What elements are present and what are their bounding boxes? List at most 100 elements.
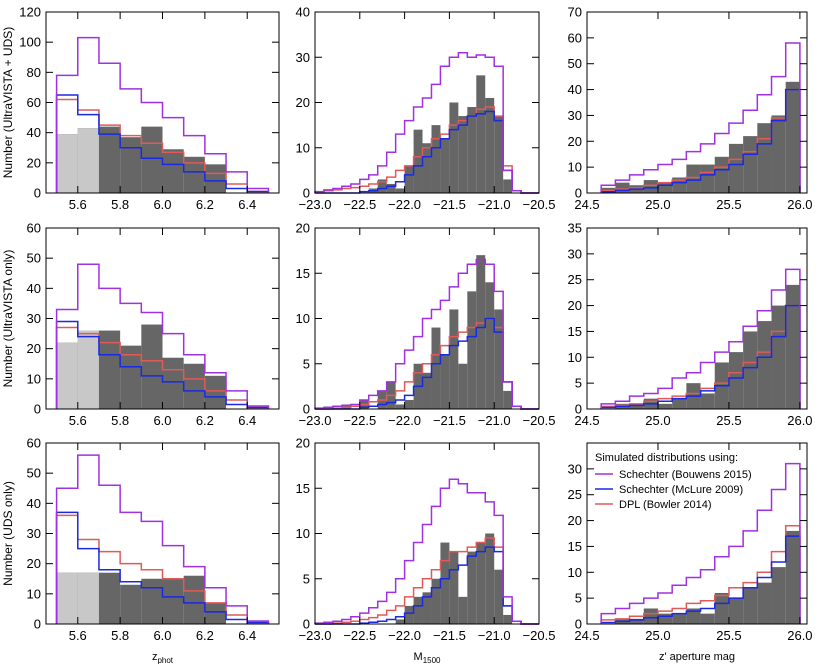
- observed-bar: [120, 584, 142, 624]
- observed-bar: [714, 592, 729, 624]
- light-bar: [56, 342, 78, 409]
- observed-bar: [771, 115, 786, 193]
- observed-bar: [494, 569, 504, 624]
- x-tick-label: −23.0: [299, 628, 332, 643]
- y-tick-label: 15: [568, 324, 582, 339]
- y-tick-label: 20: [27, 155, 41, 170]
- x-axis-label: z' aperture mag: [659, 651, 735, 663]
- x-tick-label: 25.0: [645, 628, 670, 643]
- panel-r3-c2: 0 5 10 15 20 −23.0 −22.5 −22.0 −21.5 −21.0 −20.5 M1…: [296, 436, 556, 664]
- observed-bar: [404, 605, 414, 624]
- observed-bar: [485, 282, 495, 409]
- y-tick-label: 10: [296, 526, 310, 541]
- observed-bar: [395, 619, 405, 624]
- panel-r2-c3: 0 5 10 15 20 25 30 35 24.5 25.0 25.5 26.0: [568, 221, 813, 429]
- observed-bar: [728, 598, 744, 624]
- x-axis-label: zphot: [152, 651, 174, 664]
- series-line-mclure: [55, 320, 270, 409]
- light-bar: [56, 134, 78, 193]
- y-tick-label: 0: [303, 186, 310, 201]
- y-tick-label: 50: [568, 56, 582, 71]
- y-tick-label: 70: [568, 5, 582, 20]
- observed-bar: [449, 551, 459, 624]
- observed-bar: [440, 542, 450, 624]
- series-line-bouwens: [314, 478, 539, 625]
- y-tick-label: 5: [575, 376, 582, 391]
- y-tick-label: 20: [296, 436, 310, 451]
- x-tick-label: 5.6: [69, 197, 87, 212]
- observed-bar: [440, 138, 450, 193]
- observed-bar: [458, 596, 468, 624]
- series-line-mclure: [55, 511, 270, 624]
- series-line-mclure: [600, 88, 801, 193]
- observed-bar: [643, 180, 658, 193]
- x-tick-label: 25.5: [716, 197, 741, 212]
- y-tick-label: 40: [296, 5, 310, 20]
- observed-bar: [162, 149, 184, 193]
- observed-bar: [183, 363, 205, 409]
- y-tick-label: 35: [568, 221, 582, 236]
- observed-bar: [141, 126, 163, 193]
- series-line-bouwens: [55, 36, 270, 193]
- y-tick-label: 40: [27, 281, 41, 296]
- y-tick-label: 0: [34, 186, 41, 201]
- observed-bar: [413, 596, 423, 624]
- observed-bar: [714, 156, 729, 193]
- y-tick-label: 20: [568, 134, 582, 149]
- x-tick-label: 24.5: [574, 197, 599, 212]
- panel-r3-c1: 0 10 20 30 40 50 60 5.6 5.8 6.0 6.2 6.4 zphot: [27, 436, 280, 664]
- observed-bar: [422, 372, 432, 409]
- observed-bar: [476, 542, 486, 624]
- observed-bar: [458, 116, 468, 193]
- series-line-bowler: [55, 326, 270, 409]
- observed-bar: [657, 403, 673, 409]
- x-tick-label: 26.0: [787, 413, 812, 428]
- observed-bar: [395, 404, 405, 409]
- y-tick-label: 30: [568, 246, 582, 261]
- y-tick-label: 80: [27, 65, 41, 80]
- series-line-bouwens: [600, 42, 801, 193]
- observed-bar: [728, 143, 744, 193]
- y-tick-label: 0: [575, 402, 582, 417]
- observed-bar: [413, 129, 423, 193]
- y-tick-label: 100: [19, 35, 41, 50]
- y-tick-label: 5: [303, 571, 310, 586]
- x-tick-label: 6.0: [153, 628, 171, 643]
- series-line-bowler: [55, 514, 270, 624]
- observed-bar: [629, 618, 644, 624]
- y-tick-label: 20: [27, 556, 41, 571]
- series-line-mclure: [315, 110, 539, 194]
- observed-bar: [743, 587, 758, 624]
- series-line-bouwens: [55, 263, 270, 409]
- observed-bar: [743, 331, 758, 409]
- y-tick-label: 0: [303, 402, 310, 417]
- x-tick-label: 26.0: [787, 197, 812, 212]
- series-line-bouwens: [55, 454, 270, 624]
- series-line-bowler: [55, 98, 270, 193]
- observed-bar: [98, 572, 121, 624]
- y-tick-label: 0: [34, 402, 41, 417]
- x-tick-label: 5.6: [69, 413, 87, 428]
- panel-r3-c3: 0 5 10 15 20 25 30 24.5 25.0 25.5 26.0 z' aperture …: [568, 442, 813, 663]
- x-tick-label: −22.5: [343, 413, 376, 428]
- x-tick-label: 25.5: [716, 413, 741, 428]
- x-tick-label: 5.8: [111, 628, 129, 643]
- y-tick-label: 20: [568, 513, 582, 528]
- x-tick-label: 25.0: [645, 413, 670, 428]
- observed-bar: [422, 143, 432, 193]
- observed-bar: [485, 533, 495, 624]
- observed-bar: [476, 255, 486, 409]
- observed-bar: [162, 357, 184, 409]
- observed-bar: [785, 284, 800, 409]
- series-line-bouwens: [600, 462, 801, 624]
- y-tick-label: 40: [568, 82, 582, 97]
- y-tick-label: 50: [27, 251, 41, 266]
- series-line-mclure: [315, 317, 539, 410]
- y-tick-label: 30: [27, 526, 41, 541]
- y-tick-label: 10: [296, 311, 310, 326]
- series-line-bouwens: [600, 268, 801, 409]
- x-tick-label: −21.5: [433, 197, 466, 212]
- observed-bar: [686, 608, 701, 624]
- observed-bar: [771, 305, 786, 409]
- observed-bar: [503, 179, 513, 193]
